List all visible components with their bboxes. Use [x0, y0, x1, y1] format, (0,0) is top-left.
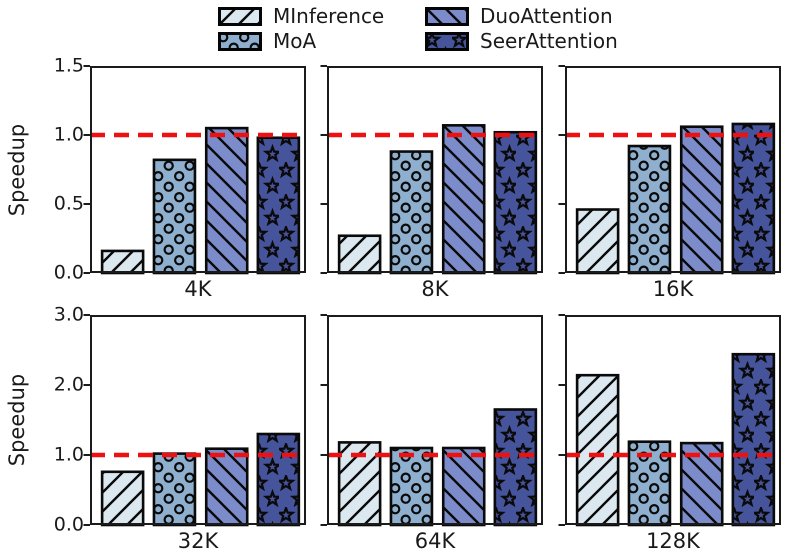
legend-item-seerattention: SeerAttention	[425, 31, 618, 51]
subplot-64k	[320, 314, 543, 527]
subplot-16k	[558, 65, 781, 275]
legend-swatch-minference-icon	[218, 6, 262, 26]
x-category-label-128k: 128K	[646, 529, 700, 553]
legend-label-minference: MInference	[273, 4, 385, 28]
bar-seerattention-128k	[731, 352, 776, 527]
bar-duoattention-8k	[441, 124, 486, 275]
subplot-4k	[83, 65, 306, 275]
legend-swatch-moa-icon	[218, 31, 262, 51]
bar-seerattention-64k	[493, 408, 538, 527]
legend-label-moa: MoA	[273, 29, 317, 53]
legend-item-duoattention: DuoAttention	[425, 6, 613, 26]
bar-seerattention-32k	[256, 432, 301, 527]
x-category-label-8k: 8K	[421, 277, 449, 301]
bar-minference-32k	[100, 470, 145, 527]
y-tick-label: 0.5	[53, 192, 84, 215]
bar-duoattention-4k	[204, 126, 249, 275]
y-tick-label: 1.5	[53, 54, 84, 77]
x-category-label-32k: 32K	[177, 529, 219, 553]
bar-moa-8k	[389, 150, 434, 275]
bar-duoattention-64k	[441, 446, 486, 527]
legend-swatch-seerattention-icon	[425, 31, 469, 51]
bar-moa-16k	[627, 144, 672, 275]
bar-minference-8k	[337, 234, 382, 275]
subplot-128k	[558, 314, 781, 527]
legend-label-seerattention: SeerAttention	[480, 29, 618, 53]
bar-minference-128k	[575, 373, 620, 527]
bar-duoattention-16k	[679, 125, 724, 275]
y-tick-label: 0.0	[53, 513, 84, 536]
y-tick-label: 3.0	[53, 303, 84, 326]
bar-minference-4k	[100, 249, 145, 275]
y-tick-label: 1.0	[53, 123, 84, 146]
x-category-label-64k: 64K	[414, 529, 456, 553]
bar-moa-4k	[152, 158, 197, 275]
bar-duoattention-32k	[204, 447, 249, 527]
bar-moa-64k	[389, 446, 434, 527]
y-tick-label: 1.0	[53, 443, 84, 466]
bar-seerattention-4k	[256, 136, 301, 275]
bar-moa-32k	[152, 452, 197, 527]
legend-item-minference: MInference	[218, 6, 384, 26]
x-category-label-16k: 16K	[652, 277, 694, 301]
legend-item-moa: MoA	[218, 31, 316, 51]
bar-minference-16k	[575, 208, 620, 275]
x-category-label-4k: 4K	[184, 277, 212, 301]
y-axis-label-bottom: Speedup	[5, 373, 29, 467]
y-tick-label: 2.0	[53, 373, 84, 396]
bar-seerattention-16k	[731, 122, 776, 275]
y-axis-label-top: Speedup	[5, 123, 29, 217]
legend-label-duoattention: DuoAttention	[480, 4, 613, 28]
subplot-32k	[83, 314, 306, 527]
bar-seerattention-8k	[493, 130, 538, 275]
legend-swatch-duoattention-icon	[425, 6, 469, 26]
y-tick-label: 0.0	[53, 261, 84, 284]
subplot-8k	[320, 65, 543, 275]
